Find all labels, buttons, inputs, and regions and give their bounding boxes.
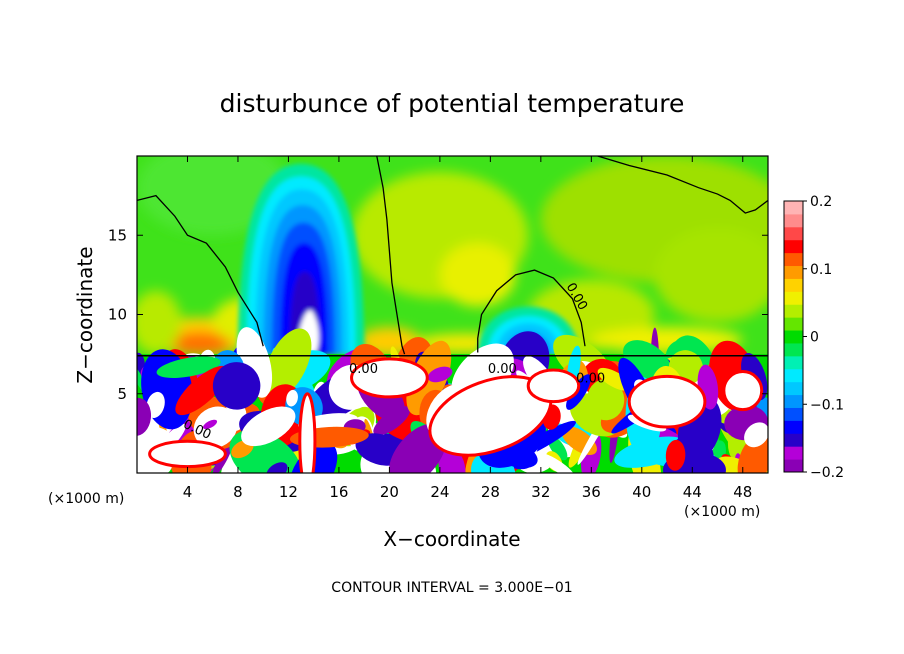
eddy xyxy=(148,439,227,469)
x-unit-label: (×1000 m) xyxy=(684,504,760,520)
eddy xyxy=(526,368,581,404)
contour-interval-note: CONTOUR INTERVAL = 3.000E−01 xyxy=(331,580,572,596)
y-axis: 5 10 15 xyxy=(108,226,768,403)
turbulent-patch xyxy=(203,419,218,430)
colorbar-tick-label: −0.2 xyxy=(810,465,844,481)
colorbar-tick-label: −0.1 xyxy=(810,397,844,413)
eddy xyxy=(298,392,317,473)
eddy xyxy=(627,374,707,429)
plume-main xyxy=(237,163,365,355)
turbulent-patch xyxy=(212,362,261,410)
lower-layer xyxy=(137,327,768,473)
colorbar-tick-label: 0.2 xyxy=(810,194,832,210)
colorbar-swatch xyxy=(784,330,803,344)
turbulent-patch xyxy=(266,462,288,473)
colorbar-tick-label: 0.1 xyxy=(810,262,832,278)
turbulent-patch xyxy=(716,456,759,473)
contours xyxy=(137,156,768,355)
x-axis: 4 8 12 16 20 24 28 32 36 40 44 48 xyxy=(183,156,752,501)
x-tick-label: 44 xyxy=(683,483,702,501)
colorbar: 0.2 0.1 0 −0.1 −0.2 xyxy=(783,194,844,481)
colorbar-swatch xyxy=(784,239,803,254)
field-blob xyxy=(654,227,768,323)
x-tick-label: 48 xyxy=(733,483,752,501)
colorbar-swatch xyxy=(784,381,803,396)
contour-line xyxy=(597,156,768,214)
colorbar-swatch xyxy=(784,420,803,434)
colorbar-swatch xyxy=(784,355,803,370)
colorbar-tick-label: 0 xyxy=(810,330,819,346)
turbulent-patch xyxy=(156,356,221,378)
contour-line xyxy=(137,194,264,347)
colorbar-swatch xyxy=(784,433,803,447)
contour-line xyxy=(477,269,586,353)
colorbar-swatch xyxy=(784,342,803,357)
colorbar-swatch xyxy=(784,252,803,267)
colorbar-swatch xyxy=(784,394,803,408)
eddy xyxy=(722,370,764,412)
contour-line xyxy=(376,156,406,355)
x-axis-label: X−coordinate xyxy=(383,527,520,551)
chart-title: disturbunce of potential temperature xyxy=(220,89,685,118)
turbulent-patch xyxy=(587,379,625,421)
x-tick-label: 12 xyxy=(279,483,298,501)
x-tick-label: 24 xyxy=(430,483,449,501)
colorbar-swatch xyxy=(784,459,803,473)
x-tick-label: 32 xyxy=(531,483,550,501)
field-blob xyxy=(168,331,232,355)
y-tick-label: 5 xyxy=(117,385,127,403)
colorbar-swatch xyxy=(784,226,803,241)
turbulent-patch xyxy=(665,439,686,471)
colorbar-swatch xyxy=(784,278,803,292)
contour-label: 0.00 xyxy=(349,362,378,377)
eddy xyxy=(350,357,429,399)
field-blob xyxy=(439,243,516,307)
x-tick-label: 8 xyxy=(233,483,243,501)
turbulent-patch xyxy=(744,422,768,448)
x-tick-label: 36 xyxy=(582,483,601,501)
z-unit-label: (×1000 m) xyxy=(48,491,124,507)
turbulent-patch xyxy=(286,389,298,407)
colorbar-swatch xyxy=(784,407,803,421)
turbulent-patch xyxy=(146,391,165,418)
x-tick-label: 4 xyxy=(183,483,193,501)
colorbar-swatch xyxy=(784,304,803,318)
colorbar-swatch xyxy=(784,446,803,460)
y-tick-label: 10 xyxy=(108,306,127,324)
y-tick-label: 15 xyxy=(108,226,127,244)
x-tick-label: 20 xyxy=(380,483,399,501)
y-axis-label: Z−coordinate xyxy=(73,246,97,383)
plot-area: 0.000.00 0.000.000.00 xyxy=(137,156,768,473)
turbulent-patch xyxy=(263,328,312,399)
x-tick-label: 28 xyxy=(481,483,500,501)
colorbar-swatch xyxy=(784,265,803,279)
turbulent-patch xyxy=(737,434,768,473)
x-tick-label: 16 xyxy=(329,483,348,501)
colorbar-swatch xyxy=(784,368,803,383)
contour-label: 0.00 xyxy=(488,362,517,377)
turbulent-patch xyxy=(538,452,575,473)
colorbar-swatch xyxy=(784,317,803,331)
colorbar-swatch xyxy=(784,213,803,228)
contour-label: 0.00 xyxy=(576,372,605,387)
colorbar-swatch xyxy=(784,291,803,305)
turbulent-patch xyxy=(193,406,238,449)
turbulent-patch xyxy=(241,406,296,447)
field-blob xyxy=(137,290,182,355)
colorbar-swatch xyxy=(784,201,803,215)
turbulent-patch xyxy=(438,446,466,473)
turbulent-patch xyxy=(427,366,453,383)
x-tick-label: 40 xyxy=(632,483,651,501)
